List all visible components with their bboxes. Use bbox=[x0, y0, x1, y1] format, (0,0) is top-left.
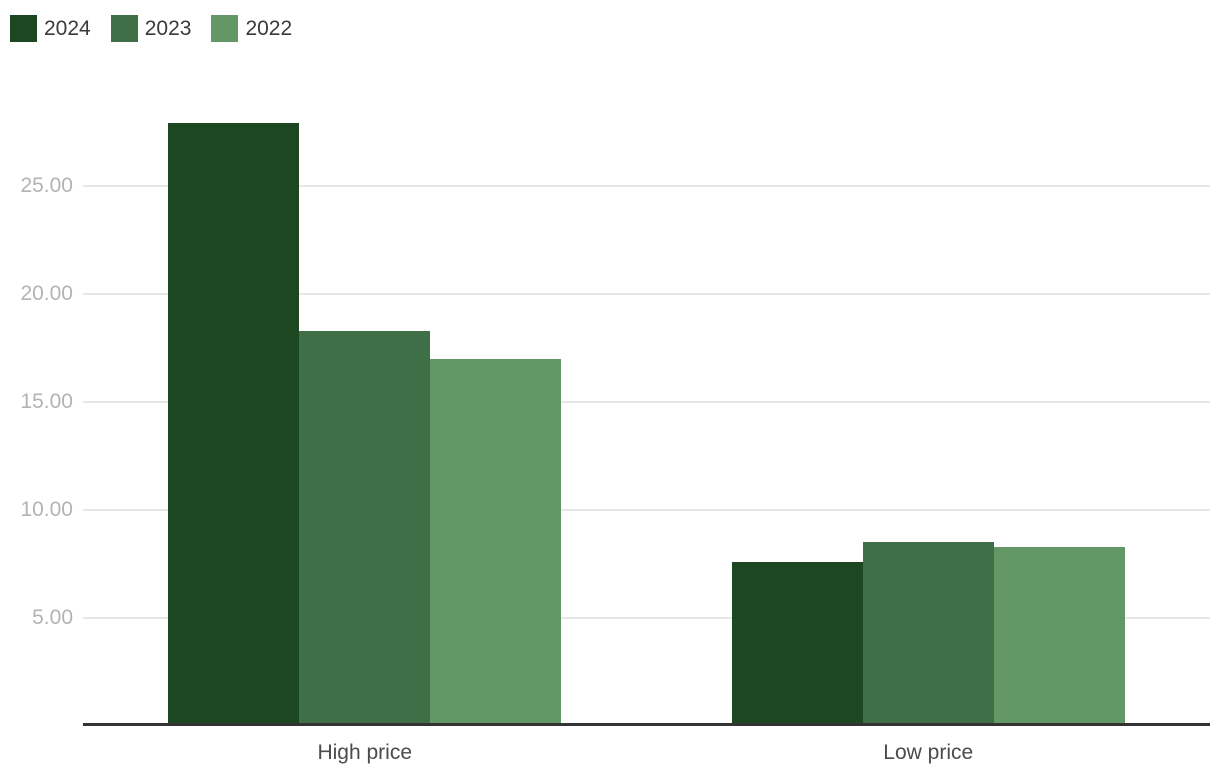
gridline-20.00 bbox=[83, 293, 1210, 295]
chart-legend: 2024 2023 2022 bbox=[10, 15, 292, 42]
bar-2023-high-price[interactable] bbox=[299, 330, 431, 726]
bar-2024-low-price[interactable] bbox=[731, 561, 863, 726]
legend-item-2022[interactable]: 2022 bbox=[211, 15, 292, 42]
y-tick-label-10.00: 10.00 bbox=[20, 498, 73, 521]
gridline-25.00 bbox=[83, 185, 1210, 187]
legend-item-2023[interactable]: 2023 bbox=[110, 15, 192, 42]
plot-area bbox=[83, 78, 1210, 726]
y-tick-label-20.00: 20.00 bbox=[20, 282, 73, 305]
legend-item-2024[interactable]: 2024 bbox=[10, 15, 91, 42]
legend-label-2024: 2024 bbox=[44, 17, 91, 40]
y-tick-label-15.00: 15.00 bbox=[20, 390, 73, 413]
legend-swatch-2023 bbox=[110, 15, 138, 42]
legend-label-2023: 2023 bbox=[144, 17, 192, 40]
bar-2022-low-price[interactable] bbox=[993, 546, 1125, 726]
category-label-low-price: Low price bbox=[883, 741, 974, 764]
category-label-high-price: High price bbox=[317, 741, 413, 764]
legend-swatch-2024 bbox=[10, 15, 37, 42]
legend-swatch-2022 bbox=[211, 15, 239, 42]
y-tick-label-5.00: 5.00 bbox=[32, 606, 73, 629]
x-axis-line bbox=[83, 723, 1210, 726]
bar-2024-high-price[interactable] bbox=[168, 123, 300, 726]
bar-2022-high-price[interactable] bbox=[430, 358, 562, 726]
gridline-10.00 bbox=[83, 509, 1210, 511]
bar-2023-low-price[interactable] bbox=[862, 542, 994, 726]
legend-label-2022: 2022 bbox=[245, 17, 293, 40]
gridline-5.00 bbox=[83, 617, 1210, 619]
gridline-15.00 bbox=[83, 401, 1210, 403]
y-tick-label-25.00: 25.00 bbox=[20, 174, 73, 197]
